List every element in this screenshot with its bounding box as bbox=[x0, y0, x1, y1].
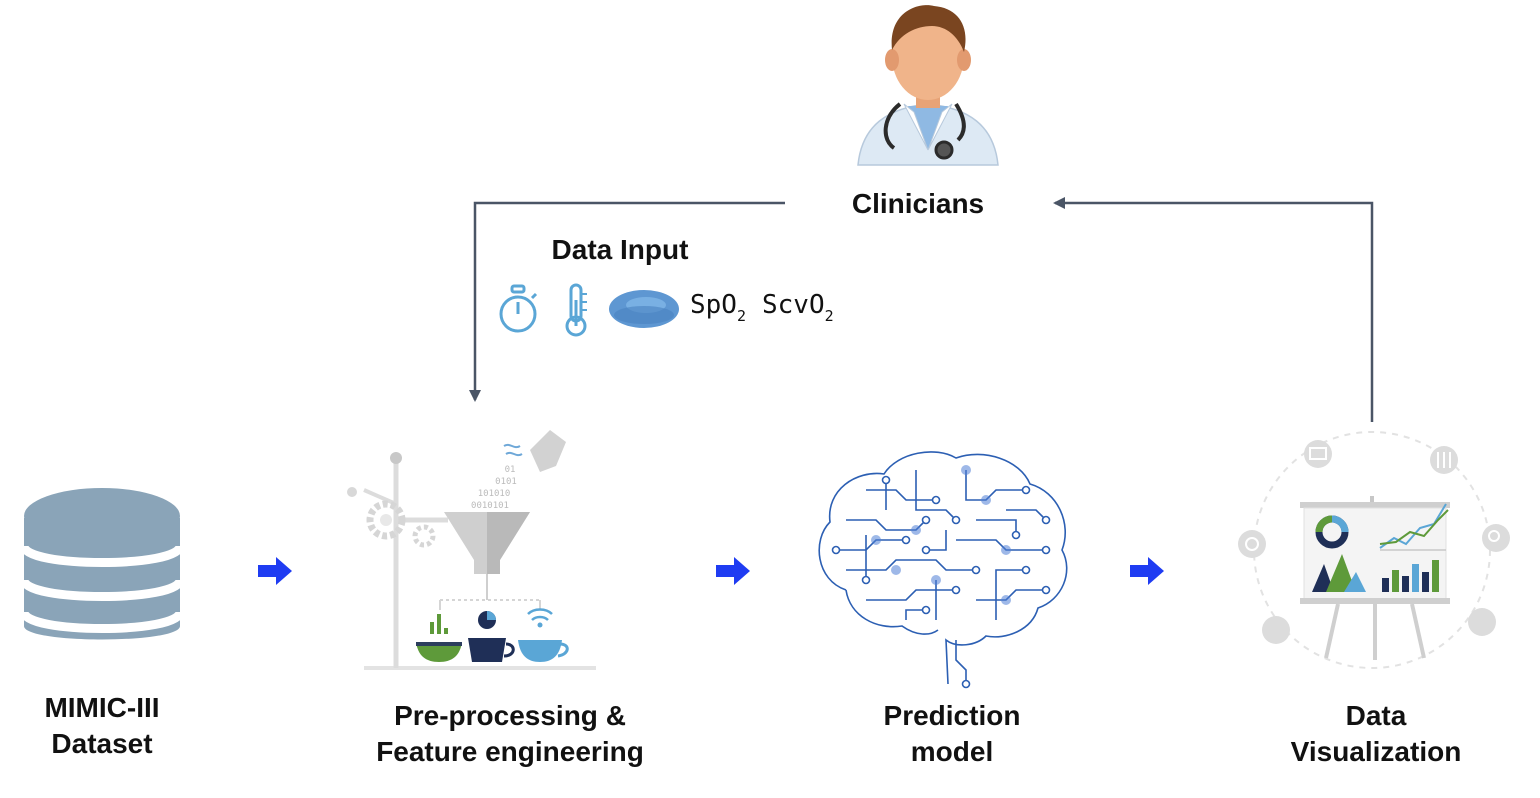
lightbulb-icon bbox=[1262, 616, 1290, 644]
visualization-label: Data Visualization bbox=[1256, 698, 1496, 770]
preprocessing-illustration: 01 0101 101010 0010101 bbox=[347, 430, 596, 670]
spo2-subscript: 2 bbox=[736, 307, 746, 325]
clinicians-label: Clinicians bbox=[851, 188, 985, 219]
connector-visualization-to-clinicians bbox=[1053, 197, 1374, 422]
binary-row-4: 0010101 bbox=[471, 501, 509, 511]
red-blood-cell-icon bbox=[609, 290, 679, 328]
thermometer-icon bbox=[565, 283, 587, 337]
prediction-label: Prediction model bbox=[832, 698, 1072, 770]
mail-icon bbox=[1304, 440, 1332, 468]
stopwatch-icon bbox=[499, 284, 538, 333]
prediction-label-line2: model bbox=[910, 736, 994, 767]
mimic-label-line1: MIMIC-III bbox=[44, 692, 160, 723]
spo2-label: SpO2 bbox=[690, 290, 746, 325]
mimic-label-line2: Dataset bbox=[51, 728, 153, 759]
settings-icon bbox=[1238, 530, 1266, 558]
connector-clinicians-to-preprocessing bbox=[469, 201, 785, 402]
doctor-icon bbox=[857, 5, 999, 166]
preprocessing-label-line1: Pre-processing & bbox=[394, 700, 626, 731]
binary-row-3: 101010 bbox=[478, 489, 511, 499]
mimic-label: MIMIC-III Dataset bbox=[2, 690, 202, 762]
binary-row-2: 0101 bbox=[495, 477, 517, 487]
flow-arrow-1 bbox=[258, 557, 292, 585]
flow-arrow-2 bbox=[716, 557, 750, 585]
data-input-title: Data Input bbox=[551, 234, 689, 265]
spo2-base: SpO bbox=[690, 290, 737, 320]
prediction-label-line1: Prediction bbox=[883, 700, 1021, 731]
presentation-board-icon bbox=[1238, 431, 1510, 669]
flow-arrow-3 bbox=[1130, 557, 1164, 585]
cart-icon bbox=[1468, 608, 1496, 636]
preprocessing-label: Pre-processing & Feature engineering bbox=[350, 698, 670, 770]
scvo2-subscript: 2 bbox=[824, 307, 834, 325]
visualization-label-line1: Data bbox=[1345, 700, 1407, 731]
scvo2-base: ScvO bbox=[762, 290, 825, 320]
visualization-label-line2: Visualization bbox=[1290, 736, 1462, 767]
search-icon bbox=[1482, 524, 1510, 552]
database-icon bbox=[19, 488, 185, 640]
binary-row-1: 01 bbox=[505, 465, 516, 475]
brain-circuit-icon bbox=[818, 451, 1068, 689]
preprocessing-label-line2: Feature engineering bbox=[376, 736, 644, 767]
scvo2-label: ScvO2 bbox=[762, 290, 834, 325]
